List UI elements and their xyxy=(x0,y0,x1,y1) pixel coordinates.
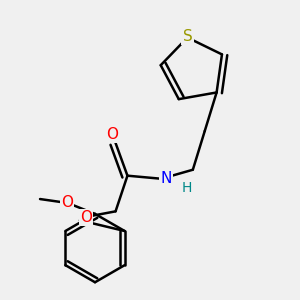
Text: O: O xyxy=(80,210,92,225)
Text: S: S xyxy=(182,28,192,44)
Text: N: N xyxy=(160,171,172,186)
Text: O: O xyxy=(106,127,119,142)
Text: H: H xyxy=(182,181,192,195)
Text: O: O xyxy=(61,194,73,209)
